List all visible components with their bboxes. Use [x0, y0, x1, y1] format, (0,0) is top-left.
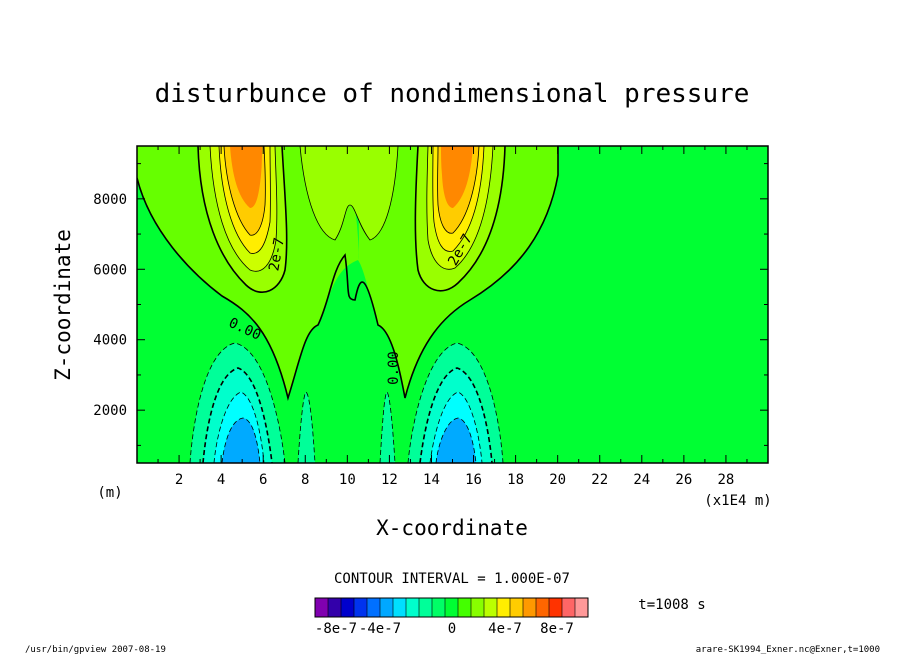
x-tick-label: 18	[507, 472, 524, 488]
x-axis-label: X-coordinate	[376, 516, 528, 540]
y-axis: 2000 4000 6000 8000	[93, 163, 768, 446]
footer-left: /usr/bin/gpview 2007-08-19	[25, 645, 166, 654]
x-tick-label: 8	[301, 472, 309, 488]
y-tick-label: 2000	[93, 403, 127, 419]
colorbar-swatch	[393, 598, 407, 617]
contour-interval: CONTOUR INTERVAL = 1.000E-07	[334, 571, 570, 587]
y-tick-label: 8000	[93, 192, 127, 208]
colorbar-swatch	[432, 598, 446, 617]
x-axis: 2 4 6 8 10 12 14 16 18 20 22 24 26 28	[157, 146, 748, 488]
colorbar-swatch	[562, 598, 576, 617]
colorbar-label: 0	[448, 621, 456, 637]
colorbar-swatch	[536, 598, 550, 617]
x-tick-label: 26	[675, 472, 692, 488]
colorbar-swatch	[549, 598, 563, 617]
colorbar-swatch	[497, 598, 511, 617]
x-unit-label: (m)	[97, 485, 122, 501]
x-tick-label: 14	[423, 472, 440, 488]
colorbar-label: -4e-7	[359, 621, 401, 637]
x-tick-label: 6	[259, 472, 267, 488]
colorbar-swatch	[315, 598, 329, 617]
colorbar-swatch	[484, 598, 498, 617]
colorbar-swatch	[510, 598, 524, 617]
colorbar-label: 8e-7	[540, 621, 574, 637]
colorbar-label: 4e-7	[488, 621, 522, 637]
x-tick-label: 28	[718, 472, 735, 488]
y-tick-label: 4000	[93, 333, 127, 349]
colorbar-frame	[314, 597, 589, 618]
colorbar-swatch	[354, 598, 368, 617]
chart-title: disturbunce of nondimensional pressure	[155, 79, 750, 109]
y-tick-label: 6000	[93, 262, 127, 278]
contour-label: 0.00	[386, 351, 402, 385]
colorbar-swatch	[523, 598, 537, 617]
negative-region-center-right	[380, 392, 395, 463]
plot-area: 0.00 2e-7 0.00 2e-7 2 4 6 8 10 12 14 16 18 20 22 24…	[93, 145, 769, 488]
x-tick-label: 12	[381, 472, 398, 488]
positive-region-center	[300, 146, 398, 240]
negative-region-left-min	[222, 418, 260, 463]
x-tick-label: 22	[591, 472, 608, 488]
colorbar-swatch	[341, 598, 355, 617]
x-tick-label: 20	[549, 472, 566, 488]
x-scale-label: (x1E4 m)	[704, 493, 771, 509]
footer-right: arare-SK1994_Exner.nc@Exner,t=1000	[696, 645, 880, 654]
x-tick-label: 2	[175, 472, 183, 488]
colorbar-swatch	[406, 598, 420, 617]
positive-region-left-max	[230, 146, 262, 208]
positive-region-right-max	[441, 146, 473, 208]
y-axis-label: Z-coordinate	[51, 229, 75, 381]
colorbar-swatch	[419, 598, 433, 617]
negative-region-center-left	[298, 392, 315, 463]
zero-contour-line	[137, 146, 559, 401]
colorbar-swatch	[575, 598, 589, 617]
colorbar-swatch	[380, 598, 394, 617]
colorbar: -8e-7 -4e-7 0 4e-7 8e-7	[314, 597, 589, 637]
time-label: t=1008 s	[638, 597, 705, 613]
contour-2e-7-left	[197, 146, 288, 293]
x-tick-label: 4	[217, 472, 225, 488]
colorbar-label: -8e-7	[315, 621, 357, 637]
colorbar-swatch	[328, 598, 342, 617]
colorbar-swatch	[445, 598, 459, 617]
colorbar-swatch	[458, 598, 472, 617]
x-tick-label: 10	[339, 472, 356, 488]
contour-label: 2e-7	[266, 236, 288, 272]
colorbar-swatch	[367, 598, 381, 617]
x-tick-label: 24	[633, 472, 650, 488]
colorbar-swatch	[471, 598, 485, 617]
x-tick-label: 16	[465, 472, 482, 488]
contour-2e-7-right	[414, 146, 506, 292]
